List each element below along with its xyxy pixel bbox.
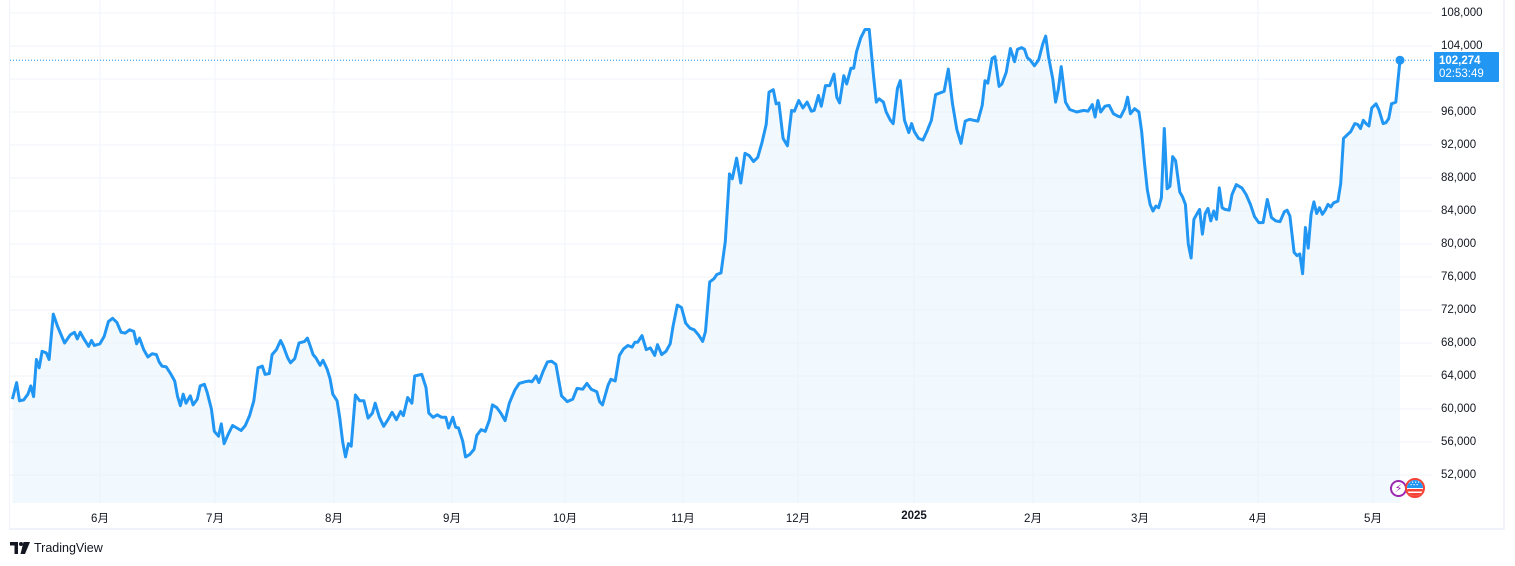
time-axis-label: 7月 (206, 513, 224, 525)
chart-plot-area[interactable] (10, 0, 1432, 503)
time-axis-label: 2025 (901, 510, 927, 522)
time-axis-label: 2月 (1024, 513, 1042, 525)
event-markers: ⚡ (1390, 478, 1425, 500)
time-axis-label: 11月 (671, 513, 695, 525)
price-axis-label: 104,000 (1441, 40, 1483, 52)
price-axis-label: 84,000 (1441, 205, 1477, 217)
time-axis-label: 4月 (1249, 513, 1267, 525)
time-axis-label: 6月 (91, 513, 109, 525)
price-axis-label: 68,000 (1441, 337, 1477, 349)
price-line-chart (10, 0, 1432, 503)
last-price-label: 102,274 02:53:49 (1434, 52, 1499, 82)
price-axis-label: 64,000 (1441, 370, 1477, 382)
tradingview-logo[interactable]: TradingView (10, 541, 103, 555)
price-axis-label: 108,000 (1441, 7, 1483, 19)
time-axis-label: 8月 (325, 513, 343, 525)
last-price-dot (1395, 55, 1405, 65)
price-axis[interactable]: 108,000 104,000 96,000 92,000 88,000 84,000 80… (1432, 0, 1502, 503)
time-axis-label: 10月 (552, 513, 578, 525)
time-axis-label: 5月 (1364, 513, 1382, 525)
time-axis-label: 9月 (443, 513, 461, 525)
us-flag-icon[interactable] (1405, 478, 1425, 498)
price-axis-label: 72,000 (1441, 304, 1477, 316)
time-axis[interactable]: 6月 7月 8月 9月 10月 11月 12月 2025 2月 3月 4月 5月 (10, 503, 1432, 529)
brand-name: TradingView (34, 541, 103, 555)
bar-countdown: 02:53:49 (1439, 68, 1484, 80)
price-axis-label: 76,000 (1441, 271, 1477, 283)
price-series-line (10, 28, 1402, 459)
price-axis-label: 56,000 (1441, 436, 1477, 448)
price-axis-label: 96,000 (1441, 106, 1477, 118)
price-axis-label: 92,000 (1441, 139, 1477, 151)
price-axis-label: 52,000 (1441, 469, 1477, 481)
time-axis-label: 3月 (1131, 513, 1149, 525)
time-axis-label: 12月 (785, 513, 811, 525)
area-fill (12, 29, 1400, 503)
price-axis-label: 60,000 (1441, 403, 1477, 415)
price-axis-label: 80,000 (1441, 238, 1477, 250)
last-price-value: 102,274 (1439, 55, 1481, 67)
tradingview-logo-icon (10, 542, 30, 554)
price-axis-label: 88,000 (1441, 172, 1477, 184)
